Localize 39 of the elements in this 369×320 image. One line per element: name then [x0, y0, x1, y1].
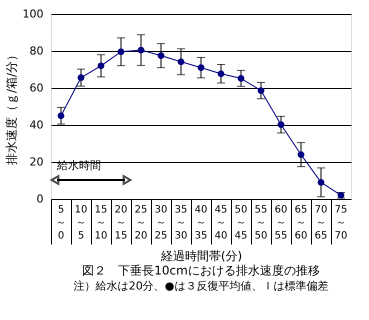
y-tick-label: 20	[30, 156, 44, 168]
x-tick-label: 70 ～ 65	[314, 204, 328, 242]
point	[98, 62, 104, 70]
point	[118, 48, 124, 56]
x-tick-label: 5 ～ 0	[56, 204, 66, 242]
point	[158, 52, 164, 59]
x-tick-label: 65 ～ 60	[294, 204, 308, 242]
x-tick-label: 10 ～ 5	[74, 204, 88, 242]
y-tick-label: 40	[30, 118, 44, 132]
point	[198, 64, 204, 71]
x-tick-label: 35 ～ 30	[174, 204, 188, 242]
x-tick-label: 45 ～ 40	[214, 204, 228, 242]
point	[78, 74, 84, 81]
point	[218, 70, 224, 78]
point	[138, 46, 144, 54]
point	[258, 87, 264, 94]
y-tick-label: 0	[36, 192, 44, 206]
x-tick-label: 50 ～ 45	[234, 204, 248, 242]
x-tick-label: 55 ～ 50	[254, 204, 268, 242]
point	[178, 58, 184, 66]
x-tick-label: 25 ～ 20	[134, 204, 148, 242]
x-tick-label: 40 ～ 35	[194, 204, 208, 242]
x-tick-label: 60 ～ 55	[274, 204, 288, 242]
text: 図２ 下垂長10cmにおける排水速度の推移	[82, 264, 320, 278]
x-tick-label: 20 ～ 15	[114, 204, 128, 242]
y-tick-label: 60	[30, 82, 44, 94]
text: 注）給水は20分、●は３反復平均値、Ｉは標準偏差	[74, 280, 328, 292]
point	[298, 151, 304, 158]
x-axis-title: 経過時間帯(分)	[160, 249, 242, 263]
point	[318, 179, 324, 186]
point	[58, 112, 64, 120]
x-tick-label: 15 ～ 10	[94, 204, 108, 242]
y-tick-label: 100	[22, 8, 44, 20]
y-axis-title: 排水速度（ｇ/箱/分）	[4, 48, 19, 166]
point	[278, 121, 284, 128]
x-tick-label: 75 ～ 70	[334, 204, 348, 242]
x-tick-label: 30 ～ 25	[154, 204, 168, 242]
point	[238, 75, 244, 82]
y-tick-label: 80	[30, 44, 44, 58]
